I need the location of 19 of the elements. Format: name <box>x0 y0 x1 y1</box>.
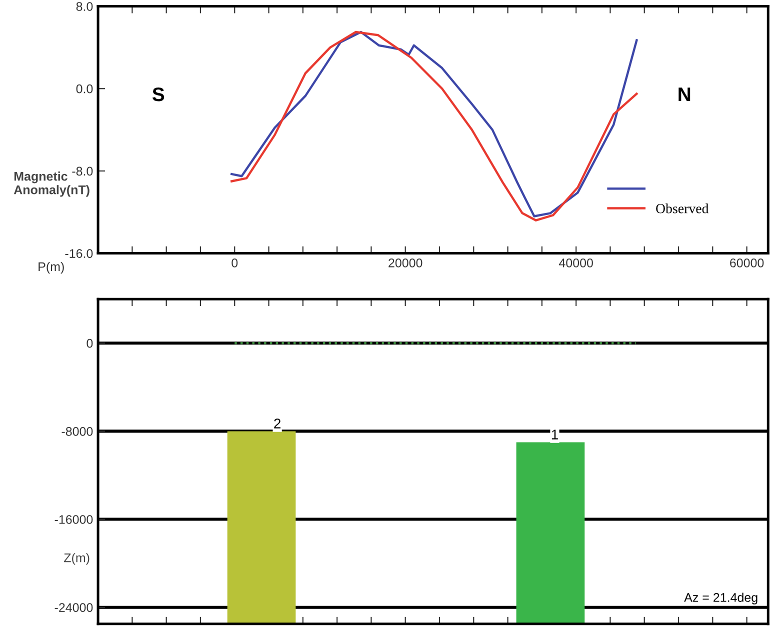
y-tick-label: -16000 <box>54 515 93 524</box>
annotation: Az = 21.4deg <box>684 592 758 604</box>
annotation: N <box>678 88 690 102</box>
x-axis-title: P(m) <box>38 262 64 274</box>
y-tick-label: -24000 <box>54 603 93 612</box>
annotation: 1 <box>552 430 558 440</box>
y-tick-label: -8000 <box>62 426 93 436</box>
x-tick-label: 40000 <box>558 258 593 268</box>
legend-label: Observed <box>656 204 709 214</box>
y-tick-label: 0 <box>86 338 93 348</box>
x-tick-label: 20000 <box>388 258 422 268</box>
y-tick-label: 0.0 <box>76 84 93 94</box>
annotation: 2 <box>274 418 280 428</box>
y-tick-label: -16.0 <box>65 249 93 258</box>
x-tick-label: 60000 <box>730 258 764 268</box>
y-axis-title: Z(m) <box>64 553 90 565</box>
x-tick-label: 0 <box>232 258 238 268</box>
y-tick-label: 8.0 <box>76 2 93 11</box>
annotation: S <box>152 87 164 102</box>
